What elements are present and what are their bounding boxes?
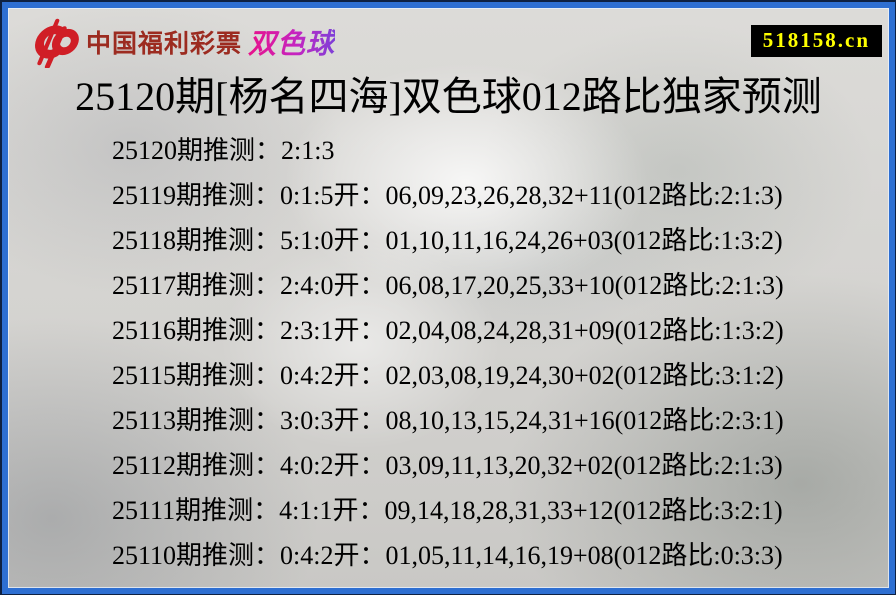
page-title: 25120期[杨名四海]双色球012路比独家预测 (75, 74, 822, 119)
brand-name: 中国福利彩票 (86, 30, 243, 58)
prediction-row: 25118期推测：5:1:0开：01,10,11,16,24,26+03(012… (112, 226, 783, 255)
prediction-row: 25119期推测：0:1:5开：06,09,23,26,28,32+11(012… (112, 181, 783, 210)
prediction-row: 25116期推测：2:3:1开：02,04,08,24,28,31+09(012… (112, 316, 784, 345)
site-badge: 518158.cn (750, 25, 882, 57)
header: 中国福利彩票 双色球 (24, 16, 335, 68)
product-name: 双色球 (248, 22, 335, 62)
prediction-row: 25111期推测：4:1:1开：09,14,18,28,31,33+12(012… (112, 496, 783, 525)
prediction-list: 25120期推测：2:1:3 25119期推测：0:1:5开：06,09,23,… (8, 128, 889, 578)
prediction-row: 25115期推测：0:4:2开：02,03,08,19,24,30+02(012… (112, 361, 784, 390)
prediction-row: 25120期推测：2:1:3 (112, 136, 335, 165)
prediction-row: 25112期推测：4:0:2开：03,09,11,13,20,32+02(012… (112, 451, 783, 480)
prediction-row: 25113期推测：3:0:3开：08,10,13,15,24,31+16(012… (112, 406, 784, 435)
prediction-row: 25110期推测：0:4:2开：01,05,11,14,16,19+08(012… (112, 541, 783, 570)
china-welfare-lottery-logo-icon (35, 18, 79, 68)
prediction-row: 25117期推测：2:4:0开：06,08,17,20,25,33+10(012… (112, 271, 784, 300)
